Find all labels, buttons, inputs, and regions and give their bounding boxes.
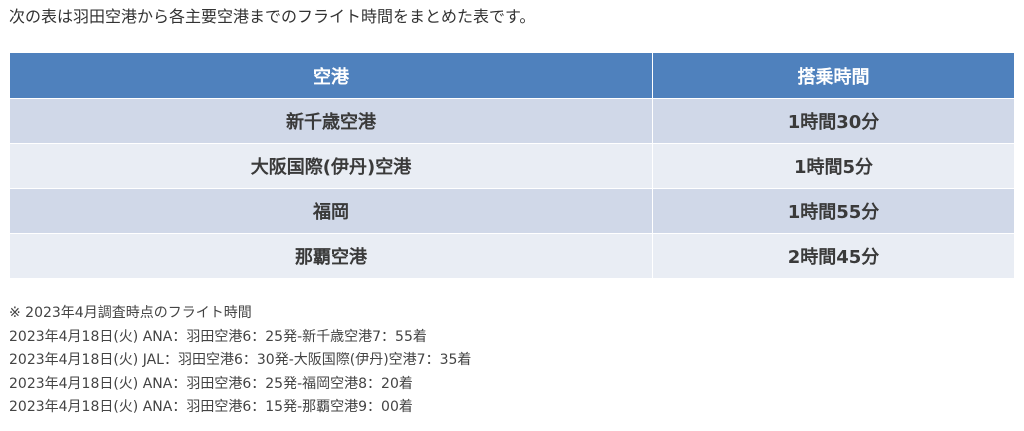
time-cell: 1時間55分 (652, 188, 1015, 234)
header-airport: 空港 (9, 52, 653, 99)
footnote-flight: 2023年4月18日(火) ANA：羽田空港6：25発-新千歳空港7：55着 (9, 328, 427, 345)
time-cell: 1時間5分 (652, 143, 1015, 189)
airport-cell: 新千歳空港 (9, 98, 653, 144)
airport-cell: 福岡 (9, 188, 653, 234)
table-header-row: 空港 搭乗時間 (9, 52, 1015, 99)
flight-time-table: 空港 搭乗時間 新千歳空港 1時間30分 大阪国際(伊丹)空港 1時間5分 福岡… (9, 52, 1015, 279)
airport-cell: 大阪国際(伊丹)空港 (9, 143, 653, 189)
time-cell: 2時間45分 (652, 233, 1015, 279)
footnote-flight: 2023年4月18日(火) JAL：羽田空港6：30発-大阪国際(伊丹)空港7：… (9, 352, 472, 369)
footnotes: ※ 2023年4月調査時点のフライト時間 2023年4月18日(火) ANA：羽… (9, 302, 471, 420)
header-boarding-time: 搭乗時間 (652, 52, 1015, 99)
table-row: 大阪国際(伊丹)空港 1時間5分 (9, 143, 1015, 189)
table-row: 福岡 1時間55分 (9, 188, 1015, 234)
footnote-survey-date: ※ 2023年4月調査時点のフライト時間 (9, 305, 252, 321)
time-cell: 1時間30分 (652, 98, 1015, 144)
intro-text: 次の表は羽田空港から各主要空港までのフライト時間をまとめた表です。 (9, 7, 536, 26)
table-row: 新千歳空港 1時間30分 (9, 98, 1015, 144)
table-row: 那覇空港 2時間45分 (9, 233, 1015, 279)
airport-cell: 那覇空港 (9, 233, 653, 279)
footnote-flight: 2023年4月18日(火) ANA：羽田空港6：15発-那覇空港9：00着 (9, 399, 413, 416)
footnote-flight: 2023年4月18日(火) ANA：羽田空港6：25発-福岡空港8：20着 (9, 375, 413, 392)
